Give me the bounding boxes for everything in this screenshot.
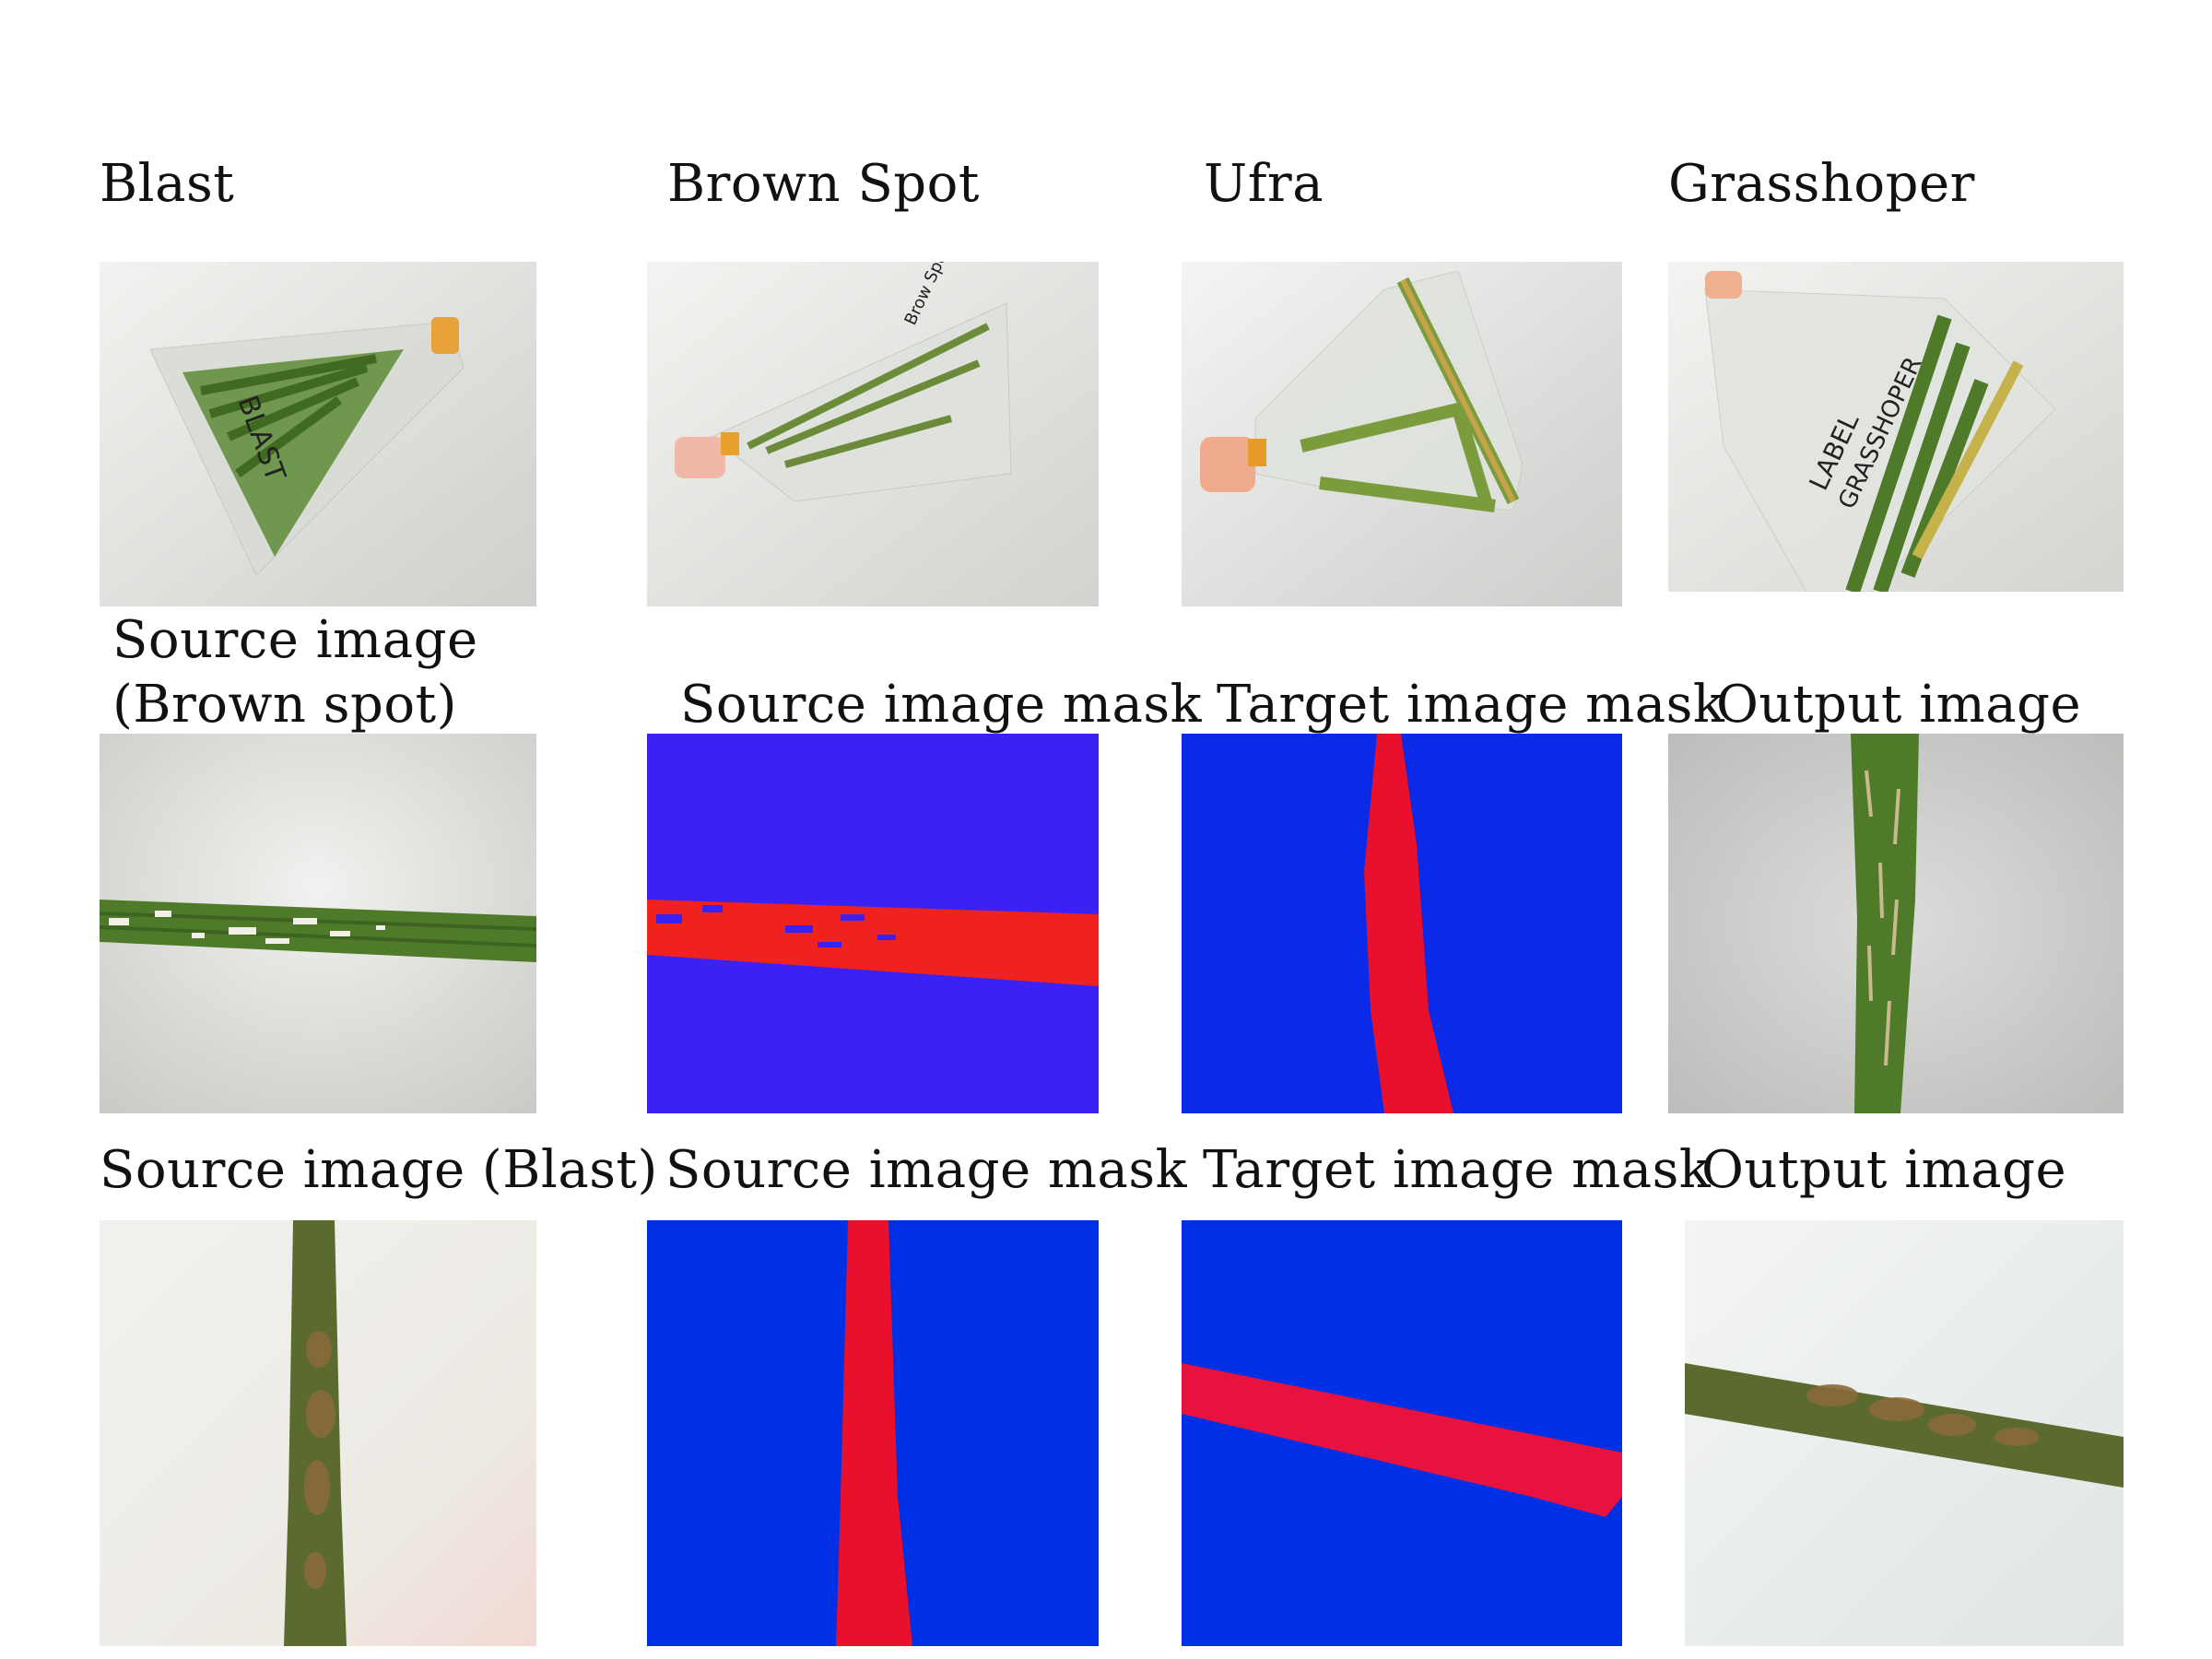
label-output-image-2: Output image [1701, 1140, 2067, 1200]
label-grasshopper: Grasshoper [1668, 154, 1975, 214]
photo-output-brown-spot [1668, 734, 2124, 1113]
label-source-image-blast: Source image (Blast) [100, 1140, 658, 1200]
label-source-image-mask-2: Source image mask [665, 1140, 1188, 1200]
photo-ufra-bag [1182, 262, 1622, 606]
source-mask-blast [647, 1220, 1099, 1646]
label-source-image-mask-1: Source image mask [680, 675, 1203, 735]
photo-brown-spot-bag: Brow Spot [647, 262, 1099, 606]
label-target-image-mask-2: Target image mask [1203, 1140, 1712, 1200]
label-source-image-brown-spot: Source image (Brown spot) [112, 610, 478, 735]
label-brown-spot: Brown Spot [667, 154, 980, 214]
source-mask-brown-spot [647, 734, 1099, 1113]
photo-output-blast [1685, 1220, 2124, 1646]
label-ufra: Ufra [1204, 154, 1324, 214]
label-output-image-1: Output image [1716, 675, 2082, 735]
target-mask-brown-spot [1182, 734, 1622, 1113]
label-blast: Blast [100, 154, 235, 214]
target-mask-blast [1182, 1220, 1622, 1646]
photo-grasshopper-bag: LABEL GRASSHOPER [1668, 262, 2124, 592]
label-target-image-mask-1: Target image mask [1217, 675, 1725, 735]
photo-blast-bag: BLAST [100, 262, 536, 606]
photo-source-brown-spot-leaf [100, 734, 536, 1113]
photo-source-blast-leaf [100, 1220, 536, 1646]
